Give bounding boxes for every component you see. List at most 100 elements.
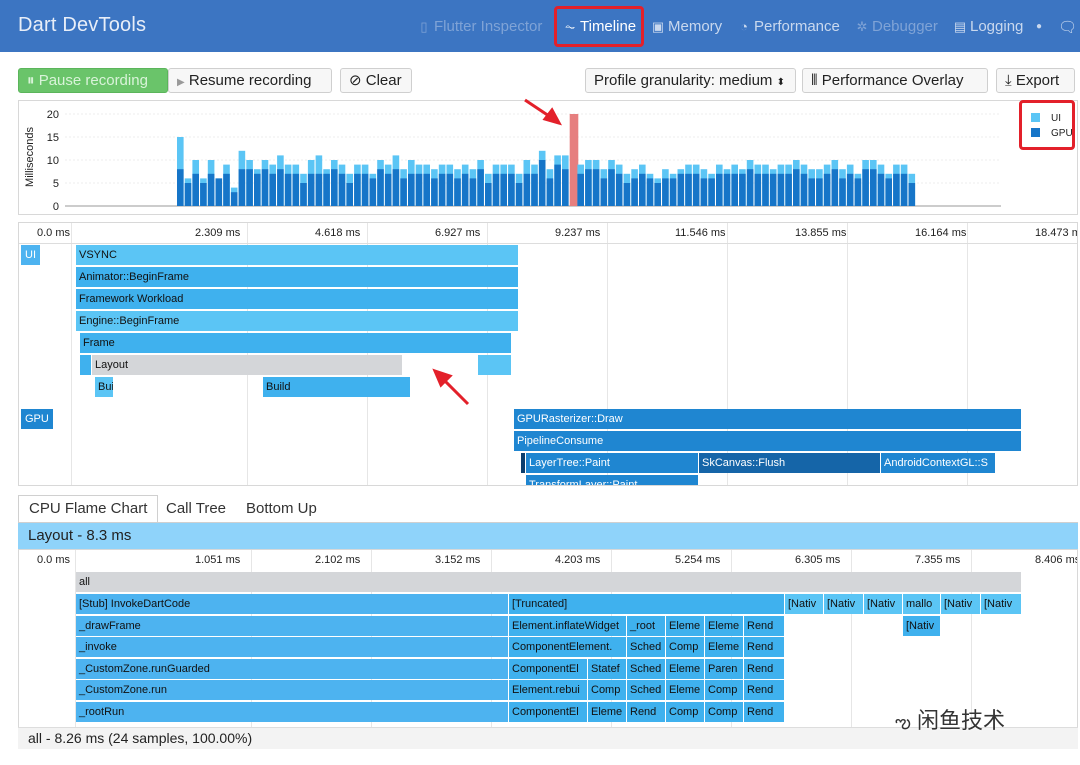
tab-call-tree[interactable]: Call Tree [166,500,227,517]
flame-node[interactable]: [Stub] InvokeDartCode [76,594,509,614]
flame-node[interactable]: ComponentEl [509,658,588,679]
flame-node[interactable]: [Truncated] [509,594,785,614]
tab-cpu-flame-chart[interactable]: CPU Flame Chart [18,495,159,523]
wechat-icon: ఌ [895,712,911,732]
clear-button[interactable]: ⊘ Clear [340,68,412,93]
flame-node[interactable]: Comp [666,702,705,722]
tab-timeline[interactable]: ⏦ Timeline [562,18,636,35]
flame-node-root[interactable]: all [76,572,1022,592]
timeline-event[interactable]: AndroidContextGL::S [881,453,996,473]
flame-node[interactable]: mallo [903,594,941,614]
cube-icon: ▣ [651,19,665,34]
flame-node[interactable]: _CustomZone.runGuarded [76,658,509,679]
tab-bottom-up[interactable]: Bottom Up [246,500,317,517]
flame-node[interactable]: [Nativ [824,594,864,614]
timeline-event[interactable]: Build [263,377,411,397]
frame-bar-gpu [769,173,777,206]
flame-node[interactable]: Eleme [705,615,744,636]
flame-node[interactable]: _root [627,615,666,636]
timeline-event[interactable]: Frame [80,333,512,353]
time-tick: 7.355 ms [915,554,961,566]
timeline-event[interactable]: Layout [92,355,403,375]
frame-bar-gpu [700,178,708,206]
timeline-event[interactable] [521,453,526,473]
frame-bar-gpu [446,173,454,206]
flame-node[interactable]: Comp [588,680,627,701]
flame-node[interactable]: Eleme [666,680,705,701]
flame-node[interactable]: Paren [705,658,744,679]
flame-node[interactable]: [Nativ [981,594,1022,614]
flame-node[interactable]: Rend [627,702,666,722]
frame-bar-selected [569,114,579,206]
frame-bar-gpu [369,178,377,206]
ui-track-label: UI [21,245,40,265]
flame-node[interactable]: Sched [627,680,666,701]
timeline-event[interactable]: Engine::BeginFrame [76,311,519,331]
timeline-event[interactable]: SkCanvas::Flush [699,453,881,473]
frame-chart[interactable]: 0 5 10 15 20 Milliseconds UI GPU [19,101,1077,214]
tab-logging[interactable]: ▤ Logging [953,18,1024,35]
flame-node[interactable]: Rend [744,637,785,658]
timeline-event[interactable]: Animator::BeginFrame [76,267,519,287]
flame-node[interactable]: Eleme [666,615,705,636]
tab-debugger[interactable]: ✲ Debugger [854,18,938,35]
flame-node[interactable]: Rend [744,680,785,701]
frame-bar-gpu [246,169,253,206]
tab-flutter-inspector[interactable]: ▯ Flutter Inspector [416,18,542,35]
flame-node[interactable]: Comp [666,637,705,658]
frame-bar-gpu [562,169,569,206]
flame-node[interactable]: Eleme [705,637,744,658]
resume-recording-button[interactable]: ▶ Resume recording [168,68,332,93]
flame-node[interactable]: Sched [627,637,666,658]
flame-node[interactable]: [Nativ [903,615,941,636]
timeline-event[interactable]: Build [95,377,114,397]
time-tick: 4.203 ms [555,554,601,566]
flame-node[interactable]: ComponentEl [509,702,588,722]
flame-node[interactable]: _rootRun [76,702,509,722]
timeline-event[interactable] [80,355,92,375]
flame-node[interactable]: Element.inflateWidget [509,615,627,636]
flame-node[interactable]: Comp [705,680,744,701]
frame-bar-gpu [531,173,538,206]
flame-node[interactable]: Element.rebui [509,680,588,701]
feedback-icon[interactable]: 🗨 [1058,19,1078,36]
flame-node[interactable]: Rend [744,702,785,722]
timeline-event[interactable]: GPURasterizer::Draw [514,409,1022,429]
flame-node[interactable]: ComponentElement. [509,637,627,658]
performance-overlay-button[interactable]: ⦀ Performance Overlay [802,68,988,93]
flame-node[interactable]: _drawFrame [76,615,509,636]
timeline-event[interactable]: TransformLayer::Paint [526,475,699,485]
export-button[interactable]: ⤓ Export [996,68,1075,93]
flame-node[interactable]: [Nativ [864,594,903,614]
flame-node[interactable]: Sched [627,658,666,679]
flame-node[interactable]: [Nativ [941,594,981,614]
tab-performance[interactable]: ◔ Performance [736,18,840,35]
frame-bar-gpu [384,173,392,206]
frame-bar-gpu [454,178,461,206]
timeline-event[interactable]: VSYNC [76,245,519,265]
timeline-event[interactable] [478,355,512,375]
pulse-icon: ⏦ [564,19,576,34]
time-tick: 2.309 ms [195,227,241,239]
time-tick: 6.305 ms [795,554,841,566]
flame-node[interactable]: Comp [705,702,744,722]
timeline-event[interactable]: LayerTree::Paint [526,453,699,473]
flame-node[interactable]: Eleme [588,702,627,722]
frame-bar-gpu [269,173,276,206]
timeline-event[interactable]: PipelineConsume [514,431,1022,451]
flame-node[interactable]: _CustomZone.run [76,680,509,701]
frame-bar-gpu [184,183,192,206]
pause-recording-button[interactable]: ⏸ Pause recording [18,68,168,93]
frame-bar-gpu [739,173,746,206]
timeline-event[interactable]: Framework Workload [76,289,519,309]
flame-node[interactable]: Rend [744,658,785,679]
flame-node[interactable]: [Nativ [785,594,824,614]
flame-node[interactable]: Rend [744,615,785,636]
tab-memory[interactable]: ▣ Memory [651,18,723,35]
frame-bar-gpu [885,178,892,206]
flame-node[interactable]: _invoke [76,637,509,658]
flame-node[interactable]: Eleme [666,658,705,679]
flame-node[interactable]: Statef [588,658,627,679]
frame-bar-gpu [685,173,692,206]
profile-granularity-select[interactable]: Profile granularity: medium ⬍ [585,68,796,93]
